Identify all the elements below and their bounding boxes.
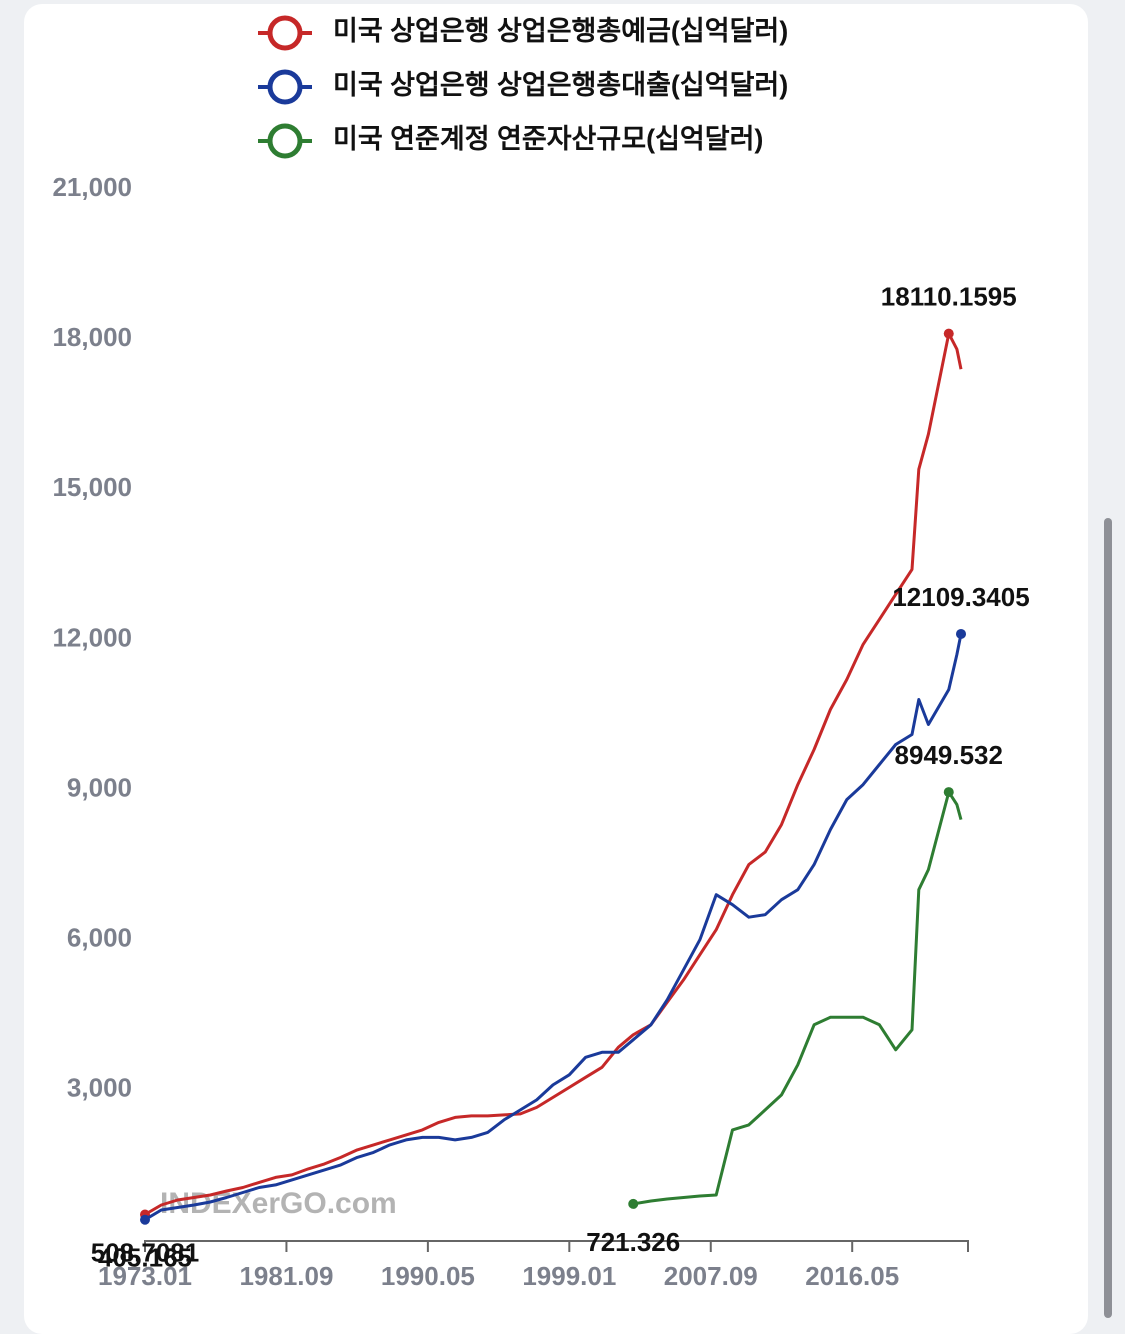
data-label: 508.7081 [91, 1237, 199, 1267]
point-marker [956, 628, 966, 639]
data-label: 18110.1595 [881, 282, 1017, 312]
point-marker [943, 787, 954, 798]
point-marker [140, 1214, 150, 1225]
y-tick-label: 15,000 [52, 472, 132, 502]
x-tick-label: 1973.01 [98, 1261, 192, 1291]
data-label: 12109.3405 [892, 582, 1029, 612]
data-label: 405.165 [98, 1243, 192, 1273]
y-tick-label: 18,000 [52, 322, 132, 352]
x-tick-label: 2007.09 [664, 1261, 758, 1291]
legend-label: 미국 상업은행 상업은행총예금(십억달러) [333, 16, 788, 46]
x-tick-label: 1981.09 [239, 1261, 333, 1291]
data-label: 8949.532 [895, 740, 1003, 770]
x-tick-label: 1990.05 [381, 1261, 475, 1291]
legend-label: 미국 상업은행 상업은행총대출(십억달러) [333, 70, 788, 100]
legend-label: 미국 연준계정 연준자산규모(십억달러) [333, 124, 763, 154]
y-tick-label: 21,000 [52, 172, 132, 202]
y-tick-label: 12,000 [52, 622, 132, 652]
scrollbar [1104, 518, 1112, 1318]
data-label: 721.326 [586, 1227, 680, 1257]
x-tick-label: 2016.05 [805, 1261, 899, 1291]
y-tick-label: 6,000 [67, 923, 132, 953]
series-line [632, 790, 963, 1206]
point-marker [943, 328, 954, 339]
chart-panel [24, 4, 1088, 1334]
legend-marker [267, 15, 303, 51]
series-line [144, 633, 963, 1221]
x-tick-label: 1999.01 [522, 1261, 616, 1291]
point-marker [628, 1198, 639, 1209]
legend-marker [267, 123, 303, 159]
series-line [144, 332, 963, 1216]
y-tick-label: 9,000 [67, 772, 132, 802]
legend-marker [267, 69, 303, 105]
y-tick-label: 3,000 [67, 1073, 132, 1103]
